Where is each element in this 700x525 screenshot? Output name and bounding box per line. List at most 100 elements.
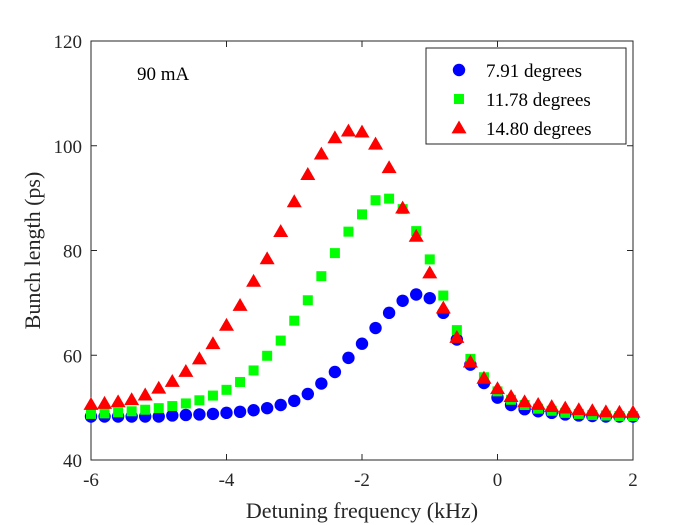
data-point-triangle: [191, 351, 207, 365]
data-point-circle: [288, 394, 301, 408]
data-point-triangle: [476, 370, 492, 384]
legend-label: 7.91 degrees: [486, 61, 582, 82]
data-point-triangle: [435, 300, 451, 314]
data-point-circle: [179, 408, 193, 422]
data-point-triangle: [232, 297, 248, 311]
data-point-circle: [166, 409, 179, 422]
data-point-square: [370, 195, 381, 206]
data-point-square: [329, 248, 340, 259]
data-point-triangle: [557, 400, 573, 414]
data-point-square: [221, 384, 232, 395]
y-tick-label: 80: [63, 242, 82, 263]
x-axis-label: Detuning frequency (kHz): [246, 498, 478, 523]
current-annotation: 90 mA: [137, 64, 190, 85]
y-tick-label: 120: [54, 32, 83, 53]
data-point-triangle: [97, 395, 113, 409]
x-tick-label: 0: [493, 470, 503, 491]
data-point-circle: [423, 291, 436, 305]
data-point-square: [357, 209, 367, 220]
data-point-triangle: [503, 389, 519, 403]
x-tick-label: -2: [354, 470, 370, 491]
data-point-circle: [342, 351, 355, 365]
data-point-square: [140, 404, 151, 415]
data-point-triangle: [137, 387, 153, 401]
data-point-square: [275, 335, 286, 346]
data-point-triangle: [164, 373, 180, 387]
data-point-square: [302, 295, 313, 306]
data-point-circle: [274, 398, 287, 412]
data-point-square: [153, 403, 164, 414]
data-point-circle: [355, 337, 369, 350]
data-point-triangle: [151, 380, 167, 394]
data-point-circle: [396, 294, 409, 307]
data-point-circle: [260, 401, 274, 415]
legend-marker-square: [454, 94, 464, 104]
data-point-triangle: [381, 160, 397, 174]
data-point-square: [316, 271, 327, 282]
data-point-triangle: [530, 396, 546, 410]
data-point-triangle: [462, 354, 478, 368]
data-point-triangle: [259, 251, 275, 265]
data-point-square: [180, 398, 191, 409]
data-point-square: [235, 376, 246, 387]
legend-label: 11.78 degrees: [486, 90, 591, 111]
data-point-triangle: [354, 124, 370, 138]
data-point-triangle: [286, 194, 302, 208]
data-point-circle: [193, 408, 206, 421]
x-tick-label: -4: [219, 470, 235, 491]
data-point-triangle: [422, 265, 438, 279]
data-point-triangle: [544, 399, 560, 412]
data-point-triangle: [408, 228, 424, 242]
series-triangle: [83, 123, 641, 418]
legend-label: 14.80 degrees: [486, 119, 592, 140]
data-point-triangle: [625, 404, 641, 418]
y-tick-label: 40: [63, 451, 82, 472]
data-point-triangle: [598, 404, 614, 418]
data-point-circle: [301, 387, 314, 401]
data-point-triangle: [313, 146, 329, 160]
data-point-triangle: [110, 394, 126, 408]
data-point-circle: [410, 288, 423, 301]
data-point-circle: [233, 405, 247, 419]
x-tick-label: 2: [628, 470, 638, 491]
legend-marker-triangle: [451, 120, 467, 134]
data-point-square: [424, 254, 435, 265]
data-point-circle: [247, 404, 260, 417]
data-point-circle: [206, 407, 220, 421]
data-point-circle: [382, 306, 396, 320]
data-point-square: [113, 407, 124, 418]
data-point-square: [86, 408, 96, 419]
data-point-triangle: [327, 130, 343, 144]
data-point-triangle: [490, 381, 505, 395]
data-point-square: [167, 401, 178, 412]
data-point-triangle: [368, 136, 384, 150]
data-point-triangle: [300, 167, 316, 180]
data-point-square: [99, 408, 110, 419]
y-tick-label: 100: [54, 137, 83, 158]
legend: 7.91 degrees 11.78 degrees 14.80 degrees: [425, 47, 627, 145]
data-point-circle: [328, 365, 342, 379]
data-point-circle: [220, 406, 233, 420]
series-layer: [83, 123, 641, 423]
data-point-square: [126, 406, 137, 417]
data-point-triangle: [571, 402, 587, 416]
axis-ticks: -6 -4 -2 0 2 40 60 80 100 120: [54, 32, 638, 491]
legend-marker-circle: [452, 63, 466, 77]
y-axis-label: Bunch length (ps): [20, 172, 45, 330]
data-point-square: [343, 226, 354, 237]
data-point-triangle: [395, 200, 411, 214]
data-point-triangle: [219, 317, 234, 331]
data-point-square: [438, 290, 449, 301]
data-point-triangle: [449, 329, 465, 343]
data-point-square: [289, 315, 300, 326]
data-point-triangle: [340, 123, 356, 137]
data-point-triangle: [517, 394, 533, 408]
data-point-triangle: [611, 404, 627, 418]
data-point-circle: [369, 321, 382, 335]
data-point-triangle: [178, 363, 194, 377]
data-point-triangle: [205, 336, 221, 350]
data-point-square: [207, 390, 218, 401]
data-point-circle: [152, 410, 165, 423]
data-point-triangle: [124, 392, 140, 406]
